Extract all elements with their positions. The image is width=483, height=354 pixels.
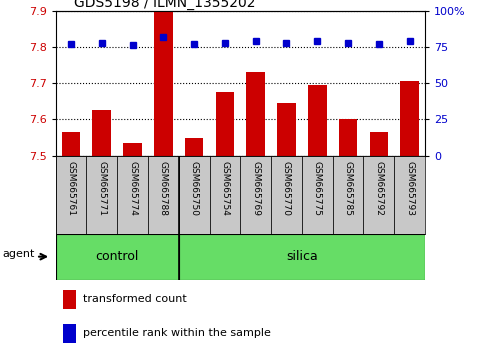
Text: transformed count: transformed count xyxy=(83,295,187,304)
Text: GSM665788: GSM665788 xyxy=(159,161,168,216)
Bar xyxy=(179,156,210,234)
Bar xyxy=(246,72,265,156)
Bar xyxy=(62,132,80,156)
Bar xyxy=(86,156,117,234)
Text: GSM665771: GSM665771 xyxy=(97,161,106,216)
Text: GDS5198 / ILMN_1355202: GDS5198 / ILMN_1355202 xyxy=(74,0,256,10)
Text: GSM665792: GSM665792 xyxy=(374,161,384,216)
Bar xyxy=(92,110,111,156)
Bar xyxy=(400,81,419,156)
Bar xyxy=(271,156,302,234)
Bar xyxy=(117,156,148,234)
Bar xyxy=(308,85,327,156)
Bar xyxy=(339,120,357,156)
Text: GSM665774: GSM665774 xyxy=(128,161,137,216)
Bar xyxy=(154,12,172,156)
Bar xyxy=(333,156,364,234)
Bar xyxy=(185,138,203,156)
Bar xyxy=(63,290,76,309)
Bar xyxy=(215,92,234,156)
Bar xyxy=(56,156,86,234)
Bar xyxy=(148,156,179,234)
Bar xyxy=(56,234,179,280)
Text: GSM665793: GSM665793 xyxy=(405,161,414,216)
Bar xyxy=(210,156,240,234)
Text: agent: agent xyxy=(3,249,35,259)
Bar xyxy=(302,156,333,234)
Text: GSM665750: GSM665750 xyxy=(190,161,199,216)
Bar xyxy=(63,324,76,343)
Bar xyxy=(364,156,394,234)
Text: GSM665770: GSM665770 xyxy=(282,161,291,216)
Bar xyxy=(277,103,296,156)
Bar xyxy=(369,132,388,156)
Text: percentile rank within the sample: percentile rank within the sample xyxy=(83,329,271,338)
Text: GSM665754: GSM665754 xyxy=(220,161,229,216)
Text: silica: silica xyxy=(286,250,318,263)
Bar xyxy=(179,234,425,280)
Text: GSM665775: GSM665775 xyxy=(313,161,322,216)
Text: control: control xyxy=(96,250,139,263)
Bar xyxy=(394,156,425,234)
Text: GSM665769: GSM665769 xyxy=(251,161,260,216)
Text: GSM665785: GSM665785 xyxy=(343,161,353,216)
Bar xyxy=(240,156,271,234)
Bar xyxy=(123,143,142,156)
Text: GSM665761: GSM665761 xyxy=(67,161,75,216)
